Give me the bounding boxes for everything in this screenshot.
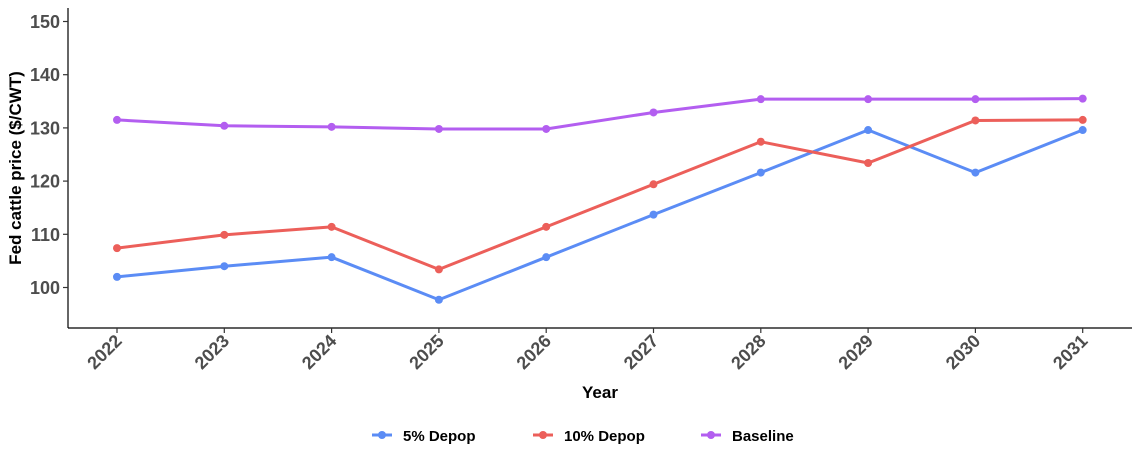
series-baseline [113, 94, 1087, 133]
data-point [864, 95, 873, 104]
data-point [327, 253, 336, 262]
legend-marker [539, 431, 547, 439]
series-layer [113, 94, 1087, 304]
x-tick-label: 2023 [191, 331, 233, 373]
data-point [1078, 115, 1087, 124]
legend-marker [378, 431, 386, 439]
legend-item: 10% Depop [533, 428, 645, 445]
x-tick-label: 2030 [942, 331, 984, 373]
data-point [220, 121, 229, 130]
series-line [115, 97, 1085, 131]
data-point [434, 124, 443, 133]
data-point [756, 95, 765, 104]
data-point [971, 116, 980, 125]
series-line [115, 118, 1085, 271]
y-tick-label: 110 [31, 225, 60, 245]
series-line [115, 128, 1085, 302]
legend-label: 5% Depop [403, 428, 476, 445]
x-axis-ticks: 2022 2023 2024 2025 2026 2027 2028 2029 2030 2031 [83, 328, 1092, 373]
x-tick-label: 2029 [834, 331, 876, 373]
y-axis-ticks: 100 110 120 130 140 150 [30, 12, 68, 298]
data-point [1078, 126, 1087, 135]
data-point [327, 222, 336, 231]
series-5-depop [113, 126, 1087, 304]
data-point [756, 168, 765, 177]
data-point [756, 137, 765, 146]
legend-label: 10% Depop [564, 428, 645, 445]
y-tick-label: 120 [30, 172, 60, 192]
x-axis-title: Year [582, 383, 618, 402]
data-point [864, 159, 873, 168]
x-tick-label: 2024 [298, 331, 340, 373]
data-point [542, 124, 551, 133]
legend-item: 5% Depop [372, 428, 476, 445]
series-10-depop [113, 115, 1087, 274]
y-tick-label: 140 [30, 65, 60, 85]
data-point [434, 265, 443, 274]
data-point [113, 272, 121, 281]
y-tick-label: 150 [30, 12, 60, 32]
data-point [220, 230, 229, 239]
data-point [649, 108, 658, 117]
y-tick-label: 130 [30, 118, 60, 138]
legend-label: Baseline [732, 428, 794, 445]
x-tick-label: 2031 [1049, 331, 1091, 373]
data-point [434, 295, 443, 304]
legend-marker [707, 431, 715, 439]
data-point [327, 122, 336, 131]
data-point [649, 210, 658, 219]
x-tick-label: 2027 [620, 331, 662, 373]
data-point [1078, 94, 1087, 103]
data-point [864, 126, 873, 135]
x-tick-label: 2026 [513, 331, 555, 373]
data-point [542, 253, 551, 262]
data-point [971, 168, 980, 177]
x-tick-label: 2025 [405, 331, 447, 373]
legend: 5% Depop 10% Depop Baseline [372, 428, 794, 445]
data-point [220, 262, 229, 271]
data-point [113, 244, 121, 253]
y-axis-title: Fed cattle price ($/CWT) [6, 71, 25, 265]
data-point [113, 115, 121, 124]
x-tick-label: 2028 [727, 331, 769, 373]
data-point [971, 95, 980, 104]
data-point [649, 180, 658, 189]
y-tick-label: 100 [30, 278, 60, 298]
x-tick-label: 2022 [83, 331, 125, 373]
data-point [542, 222, 551, 231]
legend-item: Baseline [701, 428, 794, 445]
